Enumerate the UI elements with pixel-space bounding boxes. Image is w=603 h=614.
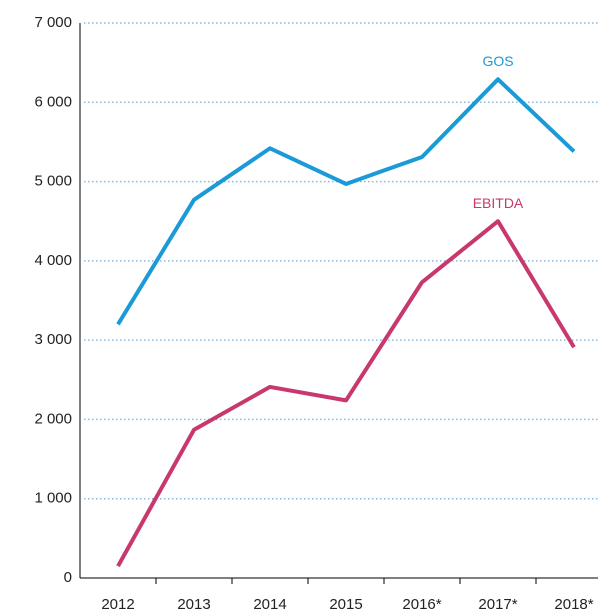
y-tick-label: 4 000: [34, 252, 72, 269]
x-tick-label: 2013: [177, 596, 210, 613]
series-label: GOS: [482, 53, 513, 69]
y-tick-label: 5 000: [34, 173, 72, 190]
y-tick-label: 0: [64, 569, 72, 586]
y-tick-label: 7 000: [34, 14, 72, 31]
x-tick-label: 2015: [329, 596, 362, 613]
y-tick-label: 6 000: [34, 93, 72, 110]
x-tick-label: 2016*: [402, 596, 441, 613]
x-tick-label: 2012: [101, 596, 134, 613]
x-tick-label: 2014: [253, 596, 286, 613]
series-label: EBITDA: [473, 195, 524, 211]
y-tick-label: 1 000: [34, 490, 72, 507]
series-line: [116, 77, 576, 326]
y-tick-label: 3 000: [34, 331, 72, 348]
x-tick-label: 2018*: [554, 596, 593, 613]
y-tick-label: 2 000: [34, 410, 72, 427]
x-tick-label: 2017*: [478, 596, 517, 613]
series-line: [116, 219, 576, 568]
